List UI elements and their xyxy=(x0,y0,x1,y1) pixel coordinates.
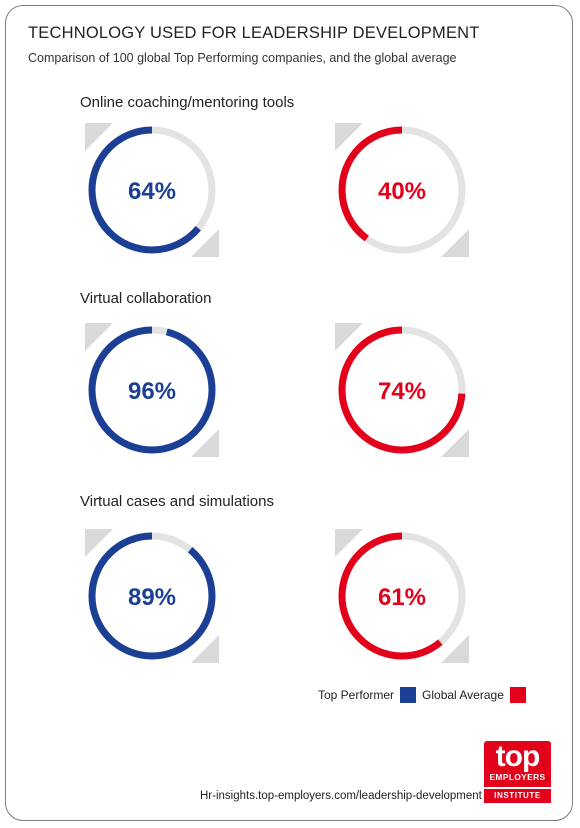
donut-value-top-performer-2: 96% xyxy=(128,378,176,405)
corner-decoration xyxy=(191,635,219,663)
donut-arc-top-performer-3 xyxy=(88,532,216,660)
chart-subtitle: Comparison of 100 global Top Performing … xyxy=(28,51,457,65)
logo-word: top xyxy=(495,740,541,773)
legend-label-top-performer: Top Performer xyxy=(318,688,395,702)
corner-decoration xyxy=(191,229,219,257)
legend-swatch-top-performer xyxy=(400,687,417,703)
donut-backing xyxy=(337,531,467,661)
donut-value-top-performer-3: 89% xyxy=(128,584,176,611)
legend-swatch-global-average xyxy=(509,687,526,703)
donut-backing xyxy=(87,531,217,661)
corner-decoration xyxy=(335,323,363,351)
donut-value-global-average-2: 74% xyxy=(378,378,426,405)
corner-decoration xyxy=(85,529,113,557)
donut-value-global-average-1: 40% xyxy=(378,178,426,205)
top-employers-logo: top EMPLOYERS INSTITUTE xyxy=(484,741,551,803)
corner-decoration xyxy=(441,229,469,257)
chart-title: TECHNOLOGY USED FOR LEADERSHIP DEVELOPME… xyxy=(28,24,480,42)
donut-value-global-average-3: 61% xyxy=(378,584,426,611)
donut-arc-global-average-1 xyxy=(338,126,466,254)
donut-arc-global-average-2 xyxy=(338,326,466,454)
footer-url: Hr-insights.top-employers.com/leadership… xyxy=(200,790,482,802)
donut-backing xyxy=(337,125,467,255)
donut-backing xyxy=(87,125,217,255)
corner-decoration xyxy=(191,429,219,457)
donut-arc-global-average-3 xyxy=(338,532,466,660)
donut-arc-top-performer-2 xyxy=(88,326,216,454)
logo-line2: INSTITUTE xyxy=(484,789,551,803)
corner-decoration xyxy=(85,323,113,351)
donut-arc-top-performer-1 xyxy=(88,126,216,254)
legend: Top Performer Global Average xyxy=(318,686,532,704)
category-label-3: Virtual cases and simulations xyxy=(80,493,274,510)
donut-backing xyxy=(337,325,467,455)
category-label-2: Virtual collaboration xyxy=(80,290,212,307)
corner-decoration xyxy=(85,123,113,151)
legend-label-global-average: Global Average xyxy=(422,688,504,702)
category-label-1: Online coaching/mentoring tools xyxy=(80,94,295,111)
donut-value-top-performer-1: 64% xyxy=(128,178,176,205)
donut-backing xyxy=(87,325,217,455)
corner-decoration xyxy=(441,429,469,457)
logo-line1: EMPLOYERS xyxy=(489,772,546,782)
corner-decoration xyxy=(335,529,363,557)
corner-decoration xyxy=(335,123,363,151)
corner-decoration xyxy=(441,635,469,663)
